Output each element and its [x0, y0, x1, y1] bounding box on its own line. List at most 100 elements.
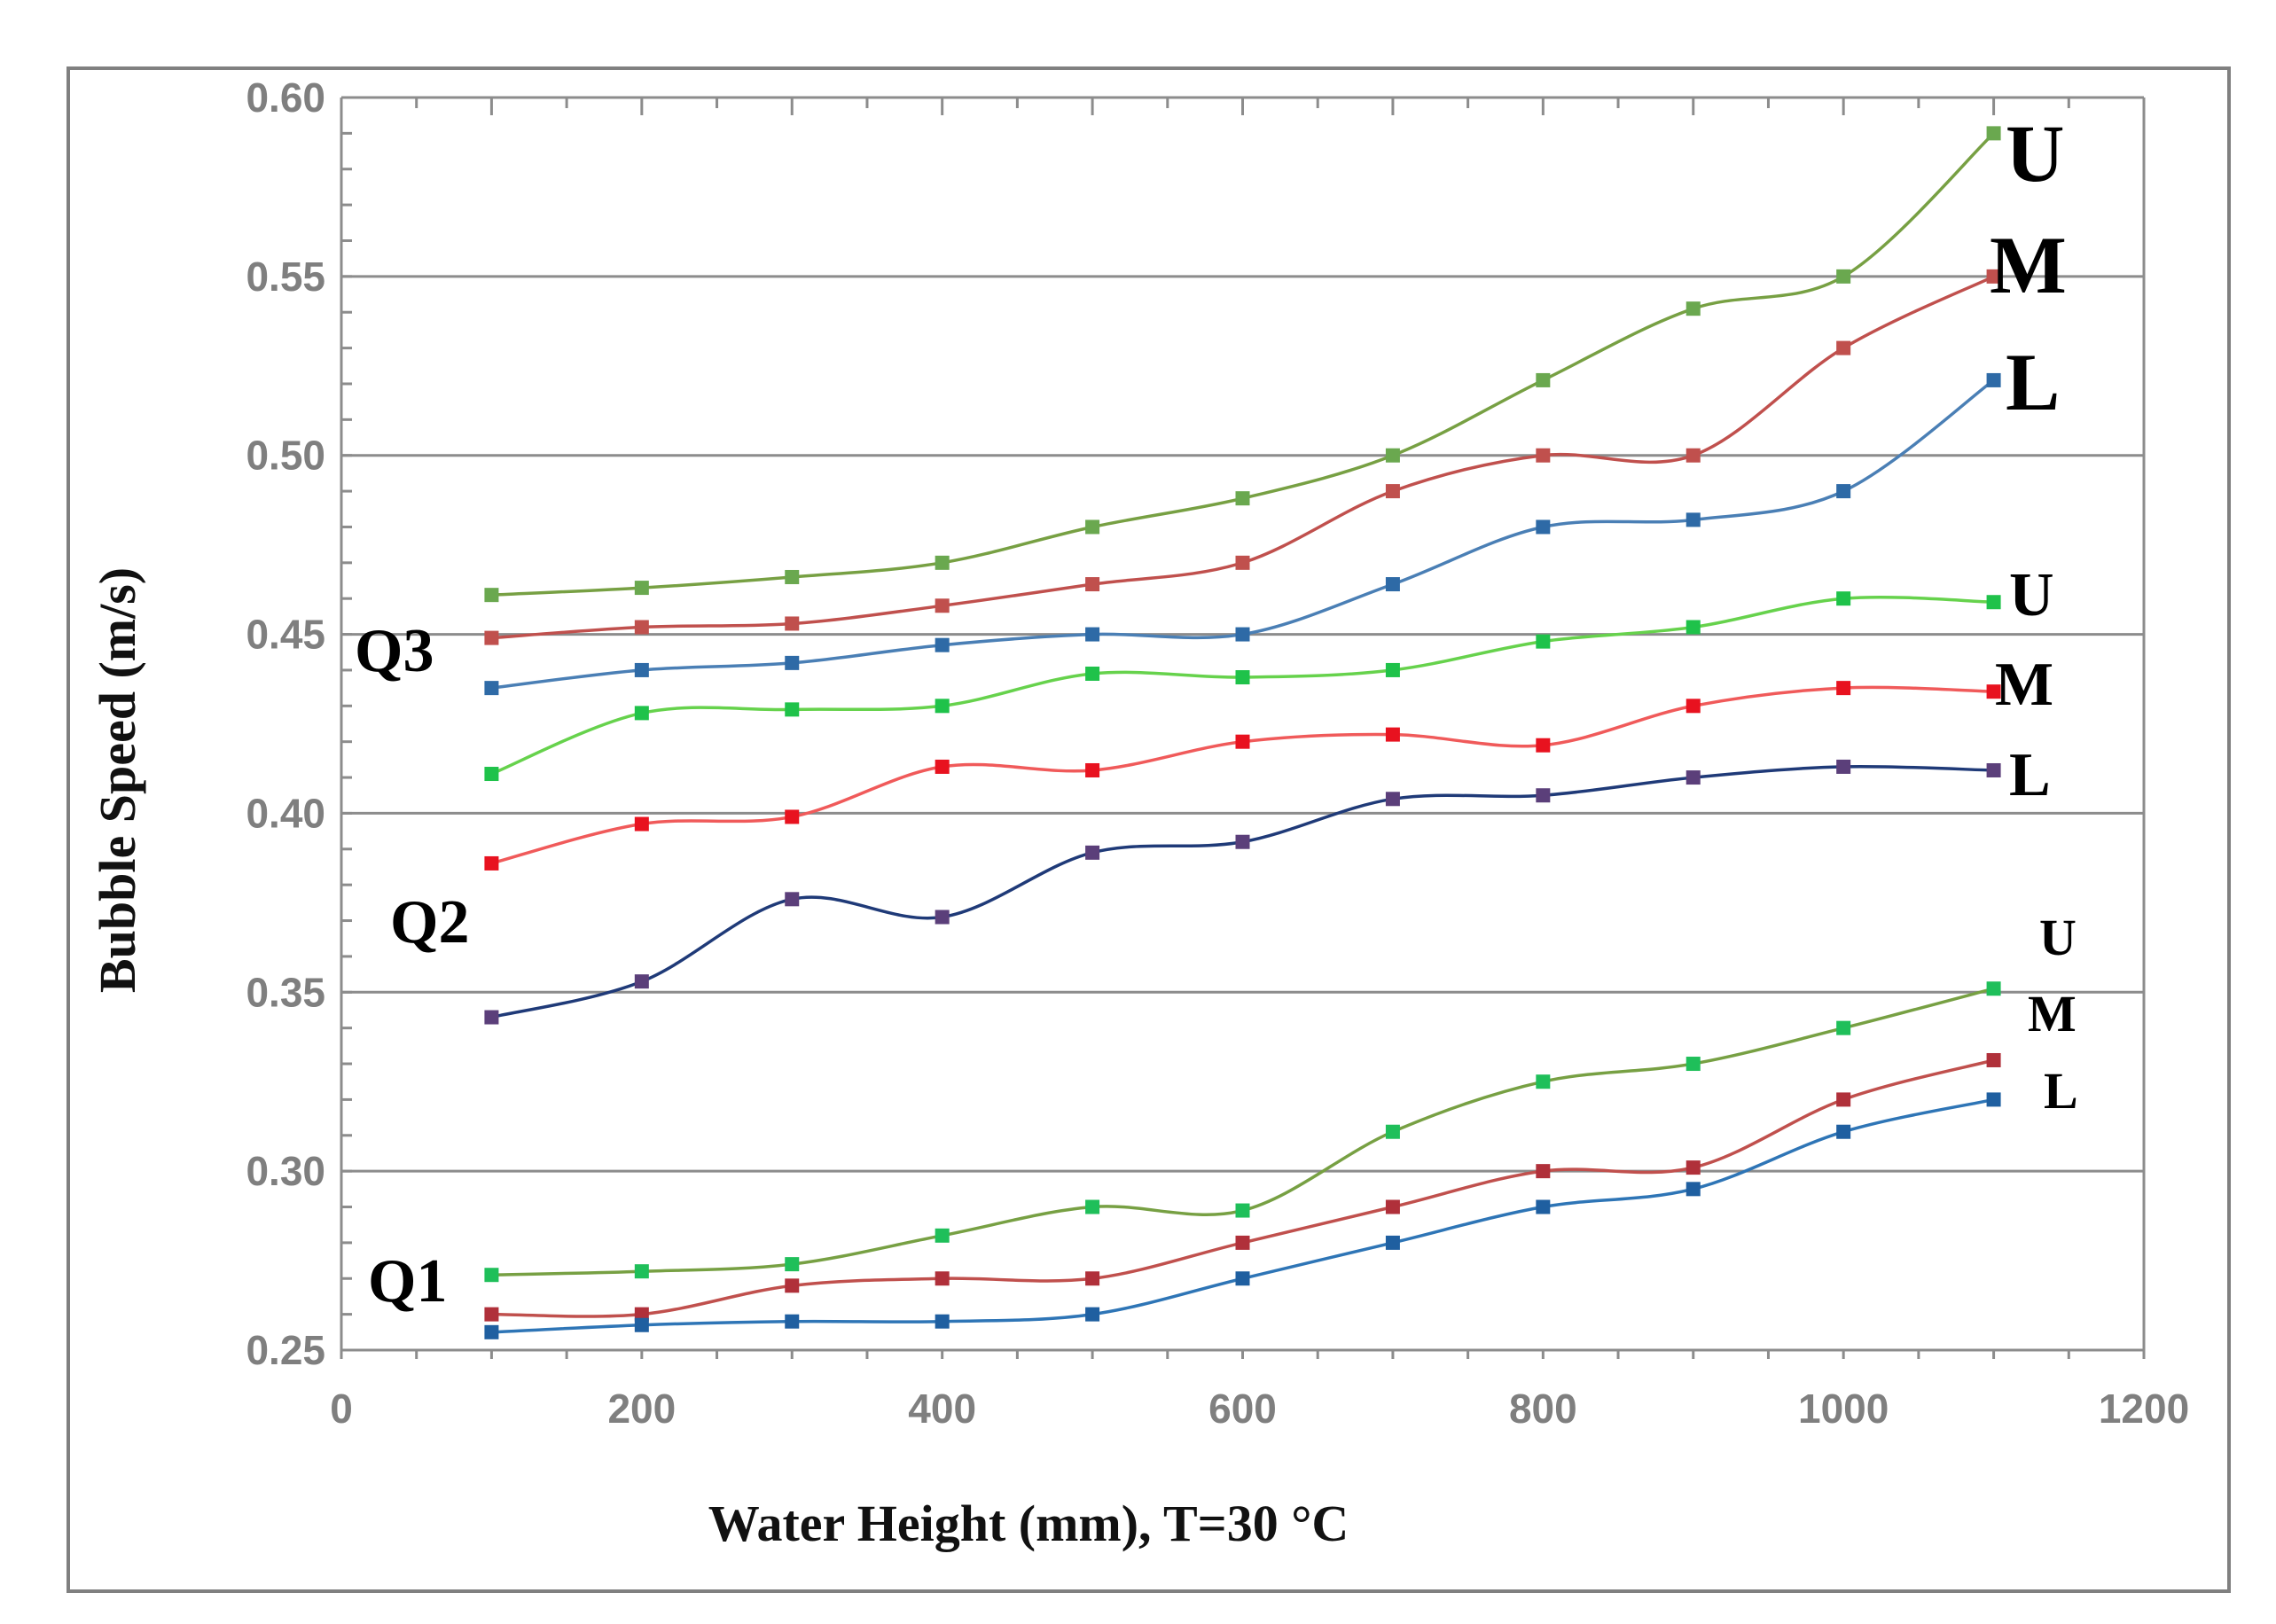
data-point-q3-m: [1836, 340, 1851, 355]
y-axis-title: Bubble Speed (m/s): [89, 567, 146, 993]
data-point-q2-m: [1836, 681, 1851, 696]
group-label-q3: Q3: [355, 617, 434, 685]
data-point-q2-m: [1986, 684, 2001, 699]
data-point-q3-l: [634, 662, 649, 677]
data-point-q1-u: [484, 1268, 499, 1283]
data-point-q2-l: [634, 974, 649, 989]
data-point-q2-u: [484, 767, 499, 782]
data-point-q2-l: [1085, 845, 1100, 860]
data-point-q2-u: [1385, 662, 1400, 677]
series-layer: [484, 126, 2001, 1339]
data-point-q3-u: [1836, 269, 1851, 284]
x-tick-label: 200: [607, 1386, 676, 1432]
data-point-q3-m: [1536, 448, 1551, 463]
data-point-q1-l: [1085, 1307, 1100, 1322]
data-point-q3-u: [1536, 372, 1551, 387]
data-point-q2-l: [1685, 770, 1701, 785]
series-line-q3-u: [491, 132, 1995, 597]
data-point-q2-u: [1685, 620, 1701, 635]
y-tick-label: 0.50: [246, 433, 325, 479]
data-point-q1-u: [1685, 1057, 1701, 1072]
series-line-q3-l: [491, 379, 1995, 690]
y-tick-label: 0.55: [246, 254, 325, 300]
data-point-q2-u: [1536, 634, 1551, 649]
data-point-q2-u: [935, 699, 950, 714]
y-tick-label: 0.60: [246, 74, 325, 121]
series-label-q3-l: L: [2006, 337, 2060, 427]
data-point-q1-u: [1536, 1074, 1551, 1089]
data-point-q1-l: [484, 1324, 499, 1339]
data-point-q2-m: [1685, 699, 1701, 714]
series-line-q2-l: [490, 764, 1994, 1019]
data-point-q2-l: [785, 892, 800, 907]
data-point-q1-l: [785, 1314, 800, 1329]
data-point-q1-u: [1385, 1124, 1400, 1139]
data-point-q1-l: [1836, 1124, 1851, 1139]
data-point-q3-u: [484, 588, 499, 603]
group-label-q1: Q1: [368, 1247, 447, 1316]
data-point-q1-m: [1085, 1271, 1100, 1286]
data-point-q1-l: [935, 1314, 950, 1329]
data-point-q2-l: [1536, 788, 1551, 803]
data-point-q2-m: [634, 816, 649, 832]
data-point-q2-m: [484, 855, 499, 871]
data-point-q3-l: [1986, 372, 2001, 387]
data-point-q3-l: [1685, 512, 1701, 527]
data-point-q1-m: [935, 1271, 950, 1286]
series-line-q1-u: [491, 987, 1995, 1277]
data-point-q2-l: [1235, 834, 1250, 849]
y-tick-label: 0.35: [246, 969, 325, 1015]
data-point-q3-u: [1385, 448, 1400, 463]
data-point-q3-l: [1085, 627, 1100, 642]
data-point-q1-u: [935, 1228, 950, 1243]
axis-layer: 0.25 0.30 0.35 0.40 0.45 0.50 0.55 0.60 0 200 400 6…: [246, 74, 2189, 1432]
data-point-q1-m: [1836, 1092, 1851, 1107]
data-point-q1-m: [1235, 1235, 1250, 1250]
data-point-q3-l: [785, 655, 800, 670]
data-point-q3-m: [935, 598, 950, 613]
data-point-q2-l: [935, 910, 950, 925]
data-point-q3-l: [1536, 519, 1551, 535]
series-label-q1-m: M: [2028, 985, 2077, 1042]
data-point-q1-u: [1986, 981, 2001, 996]
data-point-q2-u: [1085, 666, 1100, 681]
data-point-q1-u: [1836, 1020, 1851, 1035]
x-tick-label: 400: [908, 1386, 976, 1432]
data-point-q2-l: [1385, 792, 1400, 807]
data-point-q2-m: [1385, 727, 1400, 742]
data-point-q1-m: [785, 1278, 800, 1293]
data-point-q2-l: [1986, 762, 2001, 777]
x-tick-label: 800: [1509, 1386, 1577, 1432]
x-axis-title: Water Height (mm), T=30 °C: [708, 1495, 1349, 1552]
data-point-q3-l: [1235, 627, 1250, 642]
data-point-q3-u: [935, 555, 950, 570]
data-point-q2-u: [785, 702, 800, 717]
data-point-q3-l: [1836, 484, 1851, 499]
data-point-q1-m: [1536, 1164, 1551, 1179]
series-label-q2-u: U: [2009, 561, 2054, 629]
data-point-q3-m: [1235, 555, 1250, 570]
y-tick-label: 0.25: [246, 1327, 325, 1373]
data-point-q1-l: [1385, 1235, 1400, 1250]
data-point-q2-l: [1836, 759, 1851, 774]
data-point-q2-m: [1085, 762, 1100, 777]
data-point-q1-l: [1235, 1271, 1250, 1286]
data-point-q1-u: [1085, 1199, 1100, 1214]
data-point-q3-m: [1685, 448, 1701, 463]
data-point-q2-m: [1536, 738, 1551, 753]
data-point-q3-m: [1986, 269, 2001, 284]
series-label-q3-u: U: [2006, 108, 2064, 199]
series-label-q2-l: L: [2009, 741, 2051, 809]
data-point-q1-m: [1685, 1160, 1701, 1175]
y-tick-label: 0.40: [246, 790, 325, 836]
y-tick-label: 0.30: [246, 1148, 325, 1194]
data-point-q3-u: [785, 569, 800, 584]
data-point-q2-u: [1235, 670, 1250, 685]
data-point-q3-m: [1385, 484, 1400, 499]
data-point-q3-l: [484, 681, 499, 696]
series-label-q2-m: M: [1995, 651, 2053, 719]
series-label-q3-m: M: [1990, 220, 2067, 310]
data-point-q1-l: [634, 1317, 649, 1332]
data-point-q2-u: [634, 706, 649, 721]
data-point-q1-l: [1685, 1182, 1701, 1197]
